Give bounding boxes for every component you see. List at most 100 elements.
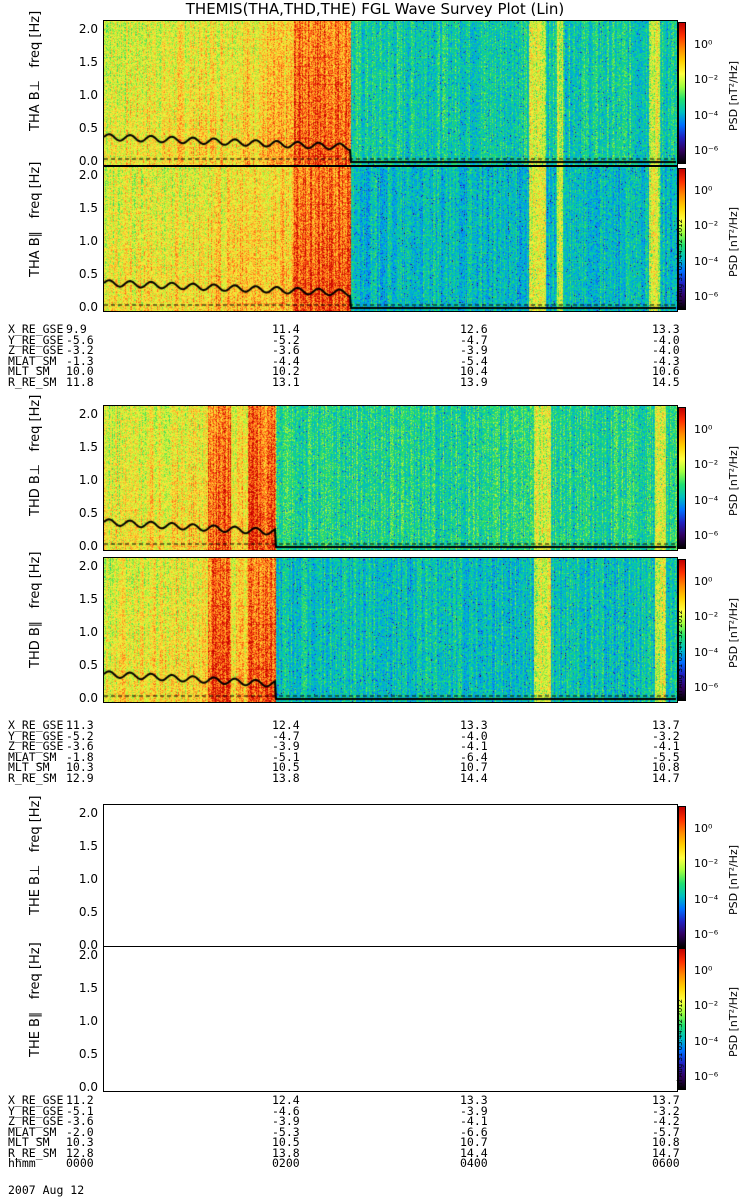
orbit-value: 10.5 <box>272 760 300 774</box>
ytick-label: 0.0 <box>78 691 98 705</box>
ytick-label: 0.5 <box>78 121 98 135</box>
colorbar-tick: 10⁻² <box>694 857 719 871</box>
orbit-value: 10.6 <box>652 364 680 378</box>
orbit-value: 0600 <box>652 1156 680 1170</box>
orbit-value: -4.6 <box>272 1103 300 1118</box>
orbit-value: -3.6 <box>66 739 94 753</box>
orbit-value: 11.8 <box>66 374 94 389</box>
orbit-value: 14.4 <box>460 770 488 785</box>
axis-label: freq [Hz] <box>28 394 43 464</box>
colorbar <box>678 168 686 310</box>
orbit-row: X_RE_GSE 11.2 12.4 13.3 13.7 <box>8 1095 708 1106</box>
panel-ylabel: THA B∥ freq [Hz] <box>28 162 43 277</box>
orbit-value: -5.1 <box>66 1103 94 1118</box>
orbit-value: 12.9 <box>66 770 94 785</box>
colorbar-tick: 10⁻⁶ <box>694 144 719 157</box>
orbit-row: Y_RE_GSE -5.6 -5.2 -4.7 -4.0 <box>8 332 708 347</box>
ytick-label: 0.5 <box>78 658 98 672</box>
ytick-label: 1.5 <box>78 839 98 853</box>
orbit-value: 0200 <box>272 1156 300 1170</box>
orbit-row: hhmm 0000 0200 0400 0600 <box>8 1158 708 1169</box>
spectrogram-panel <box>103 20 678 166</box>
orbit-row-label: MLAT_SM <box>8 749 57 764</box>
colorbar-tick: 10⁻⁴ <box>694 108 719 122</box>
orbit-value: -3.6 <box>66 1114 94 1128</box>
orbit-value: -5.2 <box>272 332 300 347</box>
orbit-table-the: X_RE_GSE 11.2 12.4 13.3 13.7 Y_RE_GSE -5.1 -4.6… <box>8 1095 708 1169</box>
colorbar-label: PSD [nT²/Hz] <box>727 60 740 131</box>
ytick-label: 0.0 <box>78 938 98 952</box>
orbit-row: R_RE_SM 12.8 13.8 14.4 14.7 <box>8 1145 708 1160</box>
orbit-value: -4.7 <box>272 728 300 743</box>
orbit-value: -4.1 <box>652 739 680 753</box>
plot-title: THEMIS(THA,THD,THE) FGL Wave Survey Plot… <box>185 0 565 18</box>
orbit-row-label: X_RE_GSE <box>8 1093 64 1107</box>
ytick-label: 0.0 <box>78 1080 98 1094</box>
ytick-label: 1.0 <box>78 473 98 487</box>
timestamp-stamp: Fri Aug 31 05:44:52 2012 <box>676 609 684 699</box>
ytick-label: 1.0 <box>78 88 98 102</box>
spectrogram-panel <box>103 946 678 1092</box>
ytick-label: 1.5 <box>78 981 98 995</box>
orbit-row: MLT_SM 10.0 10.2 10.4 10.6 <box>8 366 708 377</box>
date-label: 2007 Aug 12 <box>8 1183 85 1197</box>
orbit-value: -2.0 <box>66 1124 94 1139</box>
orbit-value: 11.4 <box>272 322 300 336</box>
orbit-value: 10.0 <box>66 364 94 378</box>
ytick-label: 2.0 <box>78 559 98 573</box>
colorbar-tick: 10⁻² <box>694 458 719 472</box>
orbit-value: -4.0 <box>460 728 488 743</box>
spectrogram-panel <box>103 405 678 551</box>
panel-label: THE B∥ <box>28 1011 43 1057</box>
orbit-value: -3.2 <box>66 343 94 357</box>
orbit-value: 0000 <box>66 1156 94 1170</box>
orbit-value: -4.4 <box>272 353 300 368</box>
orbit-value: 13.8 <box>272 1145 300 1160</box>
orbit-row: MLAT_SM -1.3 -4.4 -5.4 -4.3 <box>8 353 708 368</box>
timestamp-stamp: Fri Aug 31 05:44:52 2012 <box>676 998 684 1088</box>
orbit-row-label: R_RE_SM <box>8 374 57 389</box>
orbit-value: 14.7 <box>652 770 680 785</box>
orbit-row: MLT_SM 10.3 10.5 10.7 10.8 <box>8 1137 708 1148</box>
orbit-row-label: Y_RE_GSE <box>8 1103 64 1118</box>
panel-label: THD B⊥ <box>28 463 43 516</box>
ytick-label: 2.0 <box>78 806 98 820</box>
orbit-row-label: X_RE_GSE <box>8 322 64 336</box>
orbit-row: Y_RE_GSE -5.1 -4.6 -3.9 -3.2 <box>8 1103 708 1118</box>
orbit-value: 13.9 <box>460 374 488 389</box>
orbit-row: Y_RE_GSE -5.2 -4.7 -4.0 -3.2 <box>8 728 708 743</box>
axis-label: freq [Hz] <box>28 10 43 81</box>
orbit-row-label: Y_RE_GSE <box>8 728 64 743</box>
orbit-value: 14.5 <box>652 374 680 389</box>
panel-label: THD B∥ <box>28 620 43 668</box>
orbit-value: 10.8 <box>652 760 680 774</box>
orbit-value: -4.1 <box>460 739 488 753</box>
orbit-value: 12.4 <box>272 718 300 732</box>
orbit-value: -4.0 <box>652 332 680 347</box>
panel-ylabel: THE B⊥ freq [Hz] <box>28 796 43 915</box>
orbit-value: -1.8 <box>66 749 94 764</box>
colorbar-tick: 10⁻² <box>694 219 719 233</box>
orbit-row-label: Z_RE_GSE <box>8 343 64 357</box>
spectrogram-image <box>104 406 677 550</box>
orbit-value: -6.4 <box>460 749 488 764</box>
orbit-value: -5.5 <box>652 749 680 764</box>
axis-label: freq [Hz] <box>28 795 43 865</box>
colorbar-tick: 10⁻⁶ <box>694 529 719 542</box>
colorbar-label: PSD [nT²/Hz] <box>727 206 740 277</box>
ytick-label: 1.0 <box>78 234 98 248</box>
orbit-row: Z_RE_GSE -3.6 -3.9 -4.1 -4.1 <box>8 741 708 752</box>
ytick-label: 1.0 <box>78 625 98 639</box>
panel-label: THA B⊥ <box>28 80 43 131</box>
orbit-row-label: MLT_SM <box>8 364 50 378</box>
orbit-value: -5.1 <box>272 749 300 764</box>
orbit-value: -4.1 <box>460 1114 488 1128</box>
ytick-label: 1.0 <box>78 1014 98 1028</box>
colorbar <box>678 22 686 164</box>
orbit-value: 11.3 <box>66 718 94 732</box>
axis-label: freq [Hz] <box>28 161 43 231</box>
orbit-value: -3.9 <box>460 343 488 357</box>
orbit-value: 10.8 <box>652 1135 680 1149</box>
orbit-row: R_RE_SM 12.9 13.8 14.4 14.7 <box>8 770 708 785</box>
orbit-row-label: MLAT_SM <box>8 1124 57 1139</box>
